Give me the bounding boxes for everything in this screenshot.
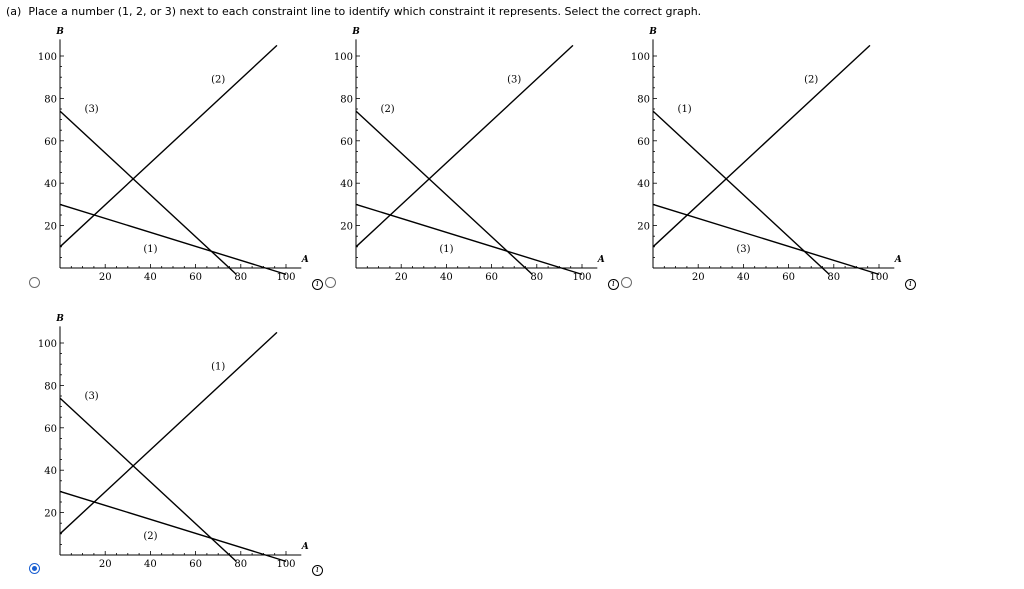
y-tick-label: 100 (631, 52, 650, 63)
y-tick-label: 80 (340, 94, 353, 105)
x-tick-label: 100 (572, 272, 591, 283)
x-tick-label: 60 (189, 559, 202, 570)
y-tick-label: 80 (44, 381, 57, 392)
y-tick-label: 20 (44, 222, 57, 233)
y-axis-label: B (55, 314, 64, 324)
y-tick-label: 40 (44, 466, 57, 477)
graph-4: 20 40 60 80 100 20 40 60 80 100 A B (3) (1) (2) (38, 314, 309, 570)
constraint-line-2 (652, 110, 830, 275)
info-icon[interactable]: i (312, 279, 323, 290)
option-3-radio[interactable] (621, 277, 632, 288)
question-text: (a) Place a number (1, 2, or 3) next to … (6, 5, 701, 18)
x-tick-label: 40 (144, 559, 157, 570)
x-tick-label: 60 (485, 272, 498, 283)
option-1-radio[interactable] (29, 277, 40, 288)
constraint-label: (3) (85, 104, 99, 115)
option-2-radio[interactable] (325, 277, 336, 288)
question-instructions: Place a number (1, 2, or 3) next to each… (28, 5, 702, 18)
x-tick-label: 40 (144, 272, 157, 283)
x-axis-label: A (301, 542, 309, 552)
x-tick-label: 60 (782, 272, 795, 283)
option-4-radio[interactable] (29, 563, 40, 574)
graph-1: 20 40 60 80 100 20 40 60 80 100 A B (3) (2) (1) (38, 27, 309, 283)
y-tick-label: 40 (637, 179, 650, 190)
constraint-line-1 (59, 331, 278, 535)
y-tick-label: 80 (637, 94, 650, 105)
constraint-label: (2) (381, 104, 395, 115)
x-tick-label: 100 (276, 272, 295, 283)
y-tick-label: 60 (340, 137, 353, 148)
question-part-label: (a) (6, 5, 22, 18)
constraint-label: (1) (143, 244, 157, 255)
y-axis-label: B (648, 27, 657, 37)
x-tick-label: 100 (276, 559, 295, 570)
y-axis-label: B (55, 27, 64, 37)
y-axis-label: B (351, 27, 360, 37)
x-tick-label: 40 (737, 272, 750, 283)
x-tick-label: 40 (440, 272, 453, 283)
y-tick-label: 60 (44, 424, 57, 435)
x-tick-label: 80 (234, 559, 247, 570)
x-tick-label: 60 (189, 272, 202, 283)
y-tick-label: 80 (44, 94, 57, 105)
constraint-line-3 (355, 203, 583, 276)
x-tick-label: 20 (99, 272, 112, 283)
y-tick-label: 20 (637, 222, 650, 233)
constraint-label: (2) (143, 531, 157, 542)
constraint-label: (3) (736, 244, 750, 255)
y-tick-label: 60 (637, 137, 650, 148)
y-tick-label: 20 (44, 509, 57, 520)
constraint-label: (2) (804, 74, 818, 85)
y-tick-label: 100 (38, 52, 57, 63)
constraint-line-2 (59, 110, 237, 275)
graph-2: 20 40 60 80 100 20 40 60 80 100 A B (2) (3) (1) (334, 27, 605, 283)
x-axis-label: A (597, 255, 605, 265)
x-axis-label: A (301, 255, 309, 265)
y-tick-label: 40 (340, 179, 353, 190)
constraint-line-3 (59, 203, 287, 276)
constraint-line-1 (355, 44, 574, 248)
x-tick-label: 80 (827, 272, 840, 283)
x-tick-label: 20 (99, 559, 112, 570)
y-tick-label: 20 (340, 222, 353, 233)
constraint-line-2 (59, 397, 237, 562)
info-icon[interactable]: i (608, 279, 619, 290)
y-tick-label: 40 (44, 179, 57, 190)
y-tick-label: 60 (44, 137, 57, 148)
constraint-label: (2) (211, 74, 225, 85)
x-axis-label: A (894, 255, 902, 265)
constraint-label: (3) (85, 391, 99, 402)
graph-3: 20 40 60 80 100 20 40 60 80 100 A B (1) (2) (3) (631, 27, 902, 283)
constraint-line-3 (59, 490, 287, 563)
x-tick-label: 100 (869, 272, 888, 283)
constraint-line-3 (652, 203, 880, 276)
constraint-line-1 (652, 44, 871, 248)
constraint-label: (1) (678, 104, 692, 115)
info-icon[interactable]: i (312, 565, 323, 576)
info-icon[interactable]: i (905, 279, 916, 290)
x-tick-label: 80 (234, 272, 247, 283)
constraint-line-2 (355, 110, 533, 275)
constraint-label: (1) (211, 361, 225, 372)
constraint-label: (3) (507, 74, 521, 85)
x-tick-label: 20 (395, 272, 408, 283)
constraint-label: (1) (439, 244, 453, 255)
x-tick-label: 20 (692, 272, 705, 283)
x-tick-label: 80 (530, 272, 543, 283)
constraint-line-1 (59, 44, 278, 248)
y-tick-label: 100 (334, 52, 353, 63)
y-tick-label: 100 (38, 339, 57, 350)
